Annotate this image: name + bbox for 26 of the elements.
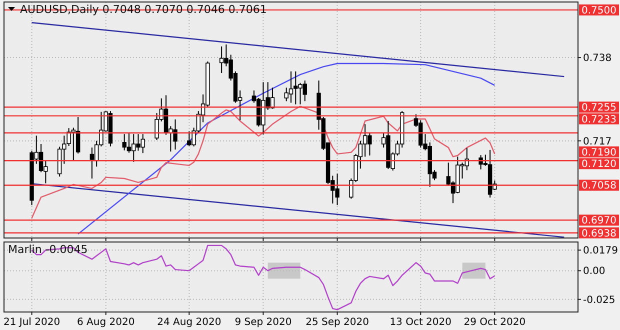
ref-line-label: 0.7233 <box>582 114 616 126</box>
x-tick-label: 13 Oct 2020 <box>390 317 452 328</box>
x-tick-label: 21 Jul 2020 <box>3 317 60 328</box>
x-tick-label: 9 Sep 2020 <box>234 317 292 328</box>
ref-line-label: 0.7120 <box>582 159 616 170</box>
x-tick-label: 29 Oct 2020 <box>464 317 526 328</box>
ref-line-label: 0.7058 <box>582 180 616 192</box>
y-tick-label: 0.00 <box>583 266 606 278</box>
candlestick <box>288 70 294 104</box>
ref-line-label: 0.6938 <box>582 228 616 240</box>
y-tick-label: -0.025 <box>583 294 616 306</box>
candlestick <box>76 116 80 154</box>
y-tick-label: 0.738 <box>583 53 612 64</box>
ref-line-label: 0.7500 <box>582 5 616 16</box>
line-series <box>77 62 496 235</box>
ref-line-label: 0.7255 <box>582 102 616 114</box>
y-tick-label: 0.717 <box>583 136 612 148</box>
candlestick <box>90 147 94 180</box>
line-series <box>31 106 496 219</box>
y-tick-label: 0.0179 <box>583 246 618 257</box>
candlestick <box>126 132 132 154</box>
ref-line-label: 0.6970 <box>582 216 616 227</box>
x-tick-label: 25 Sep 2020 <box>306 317 369 328</box>
x-tick-label: 24 Aug 2020 <box>157 317 222 328</box>
x-tick-label: 6 Aug 2020 <box>76 317 135 328</box>
ref-line-label: 0.7190 <box>582 147 616 158</box>
